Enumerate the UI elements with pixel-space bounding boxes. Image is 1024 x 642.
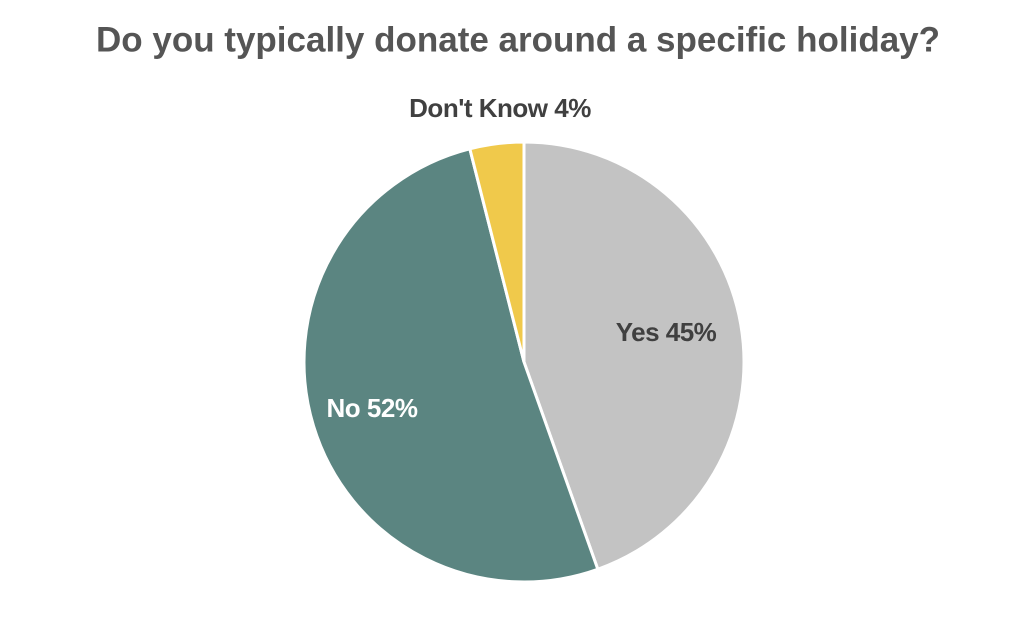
data-label: Don't Know 4% bbox=[409, 93, 591, 123]
data-label: No 52% bbox=[327, 393, 418, 423]
pie-slice bbox=[467, 140, 526, 363]
chart-title: Do you typically donate around a specifi… bbox=[96, 20, 940, 59]
pie-slice bbox=[522, 140, 746, 572]
data-label: Yes 45% bbox=[616, 317, 717, 347]
pie-slice bbox=[302, 146, 600, 584]
